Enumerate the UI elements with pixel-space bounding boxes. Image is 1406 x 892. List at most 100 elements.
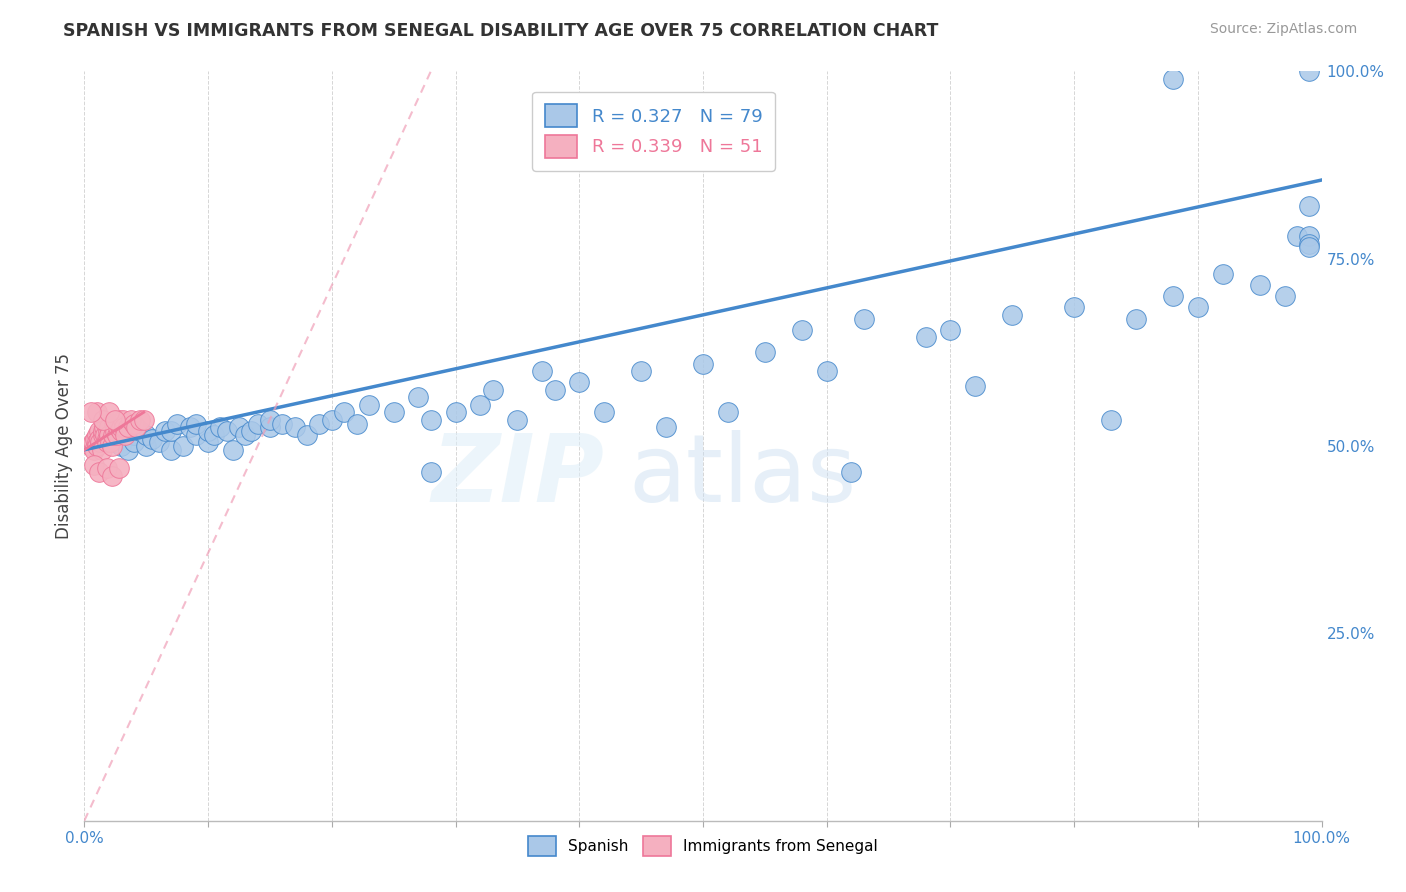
Point [160,442,183,457]
Point [1001,308,1024,322]
Point [965,379,987,393]
Point [110,420,132,434]
Point [419,413,441,427]
Point [717,405,740,419]
Point [89,435,111,450]
Point [295,427,318,442]
Point [1099,413,1122,427]
Point [1212,267,1234,281]
Point [1274,289,1296,303]
Point [100,469,122,483]
Point [321,413,343,427]
Point [382,405,405,419]
Point [104,435,127,450]
Point [228,420,250,434]
Point [107,420,129,434]
Point [1285,229,1308,244]
Point [215,424,238,438]
Point [96,461,118,475]
Point [79,439,101,453]
Point [1161,289,1184,303]
Point [104,424,127,438]
Point [148,435,170,450]
Point [1249,277,1271,292]
Point [117,420,139,434]
Point [96,432,118,446]
Point [308,417,330,431]
Point [104,413,127,427]
Point [100,439,122,453]
Point [259,413,281,427]
Point [89,424,111,438]
Point [110,424,132,438]
Point [184,427,207,442]
Point [1298,64,1320,78]
Point [98,435,121,450]
Point [444,405,467,419]
Point [655,420,678,434]
Point [197,424,219,438]
Point [110,420,132,434]
Point [179,420,201,434]
Point [98,427,121,442]
Point [94,427,117,442]
Point [1298,229,1320,244]
Point [125,420,148,434]
Point [101,427,124,442]
Point [110,439,132,453]
Point [790,323,813,337]
Point [90,442,112,457]
Point [91,427,114,442]
Point [82,435,104,450]
Point [104,420,127,434]
Point [91,413,114,427]
Point [98,420,121,434]
Point [408,390,430,404]
Point [86,405,108,419]
Point [914,330,936,344]
Point [222,442,245,457]
Point [852,311,875,326]
Point [89,465,111,479]
Point [240,424,263,438]
Point [108,461,131,475]
Point [108,413,131,427]
Point [120,413,142,427]
Point [98,405,121,419]
Point [202,427,225,442]
Point [84,432,107,446]
Point [1298,240,1320,254]
Point [1298,199,1320,213]
Point [129,413,152,427]
Point [86,439,108,453]
Point [117,442,139,457]
Point [593,405,616,419]
Point [114,427,136,442]
Point [1125,311,1147,326]
Point [172,439,194,453]
Point [112,420,135,434]
Point [209,420,232,434]
Point [246,417,269,431]
Point [346,417,368,431]
Point [939,323,962,337]
Point [153,424,176,438]
Legend: Spanish, Immigrants from Senegal: Spanish, Immigrants from Senegal [522,830,884,862]
Point [93,420,115,434]
Point [419,465,441,479]
Text: atlas: atlas [628,430,858,522]
Point [506,413,529,427]
Point [89,432,111,446]
Point [184,417,207,431]
Point [470,398,492,412]
Point [160,424,183,438]
Text: Source: ZipAtlas.com: Source: ZipAtlas.com [1209,22,1357,37]
Text: ZIP: ZIP [432,430,605,522]
Point [141,432,163,446]
Point [259,420,281,434]
Point [86,427,108,442]
Point [630,364,652,378]
Point [111,413,134,427]
Point [531,364,554,378]
Point [122,427,145,442]
